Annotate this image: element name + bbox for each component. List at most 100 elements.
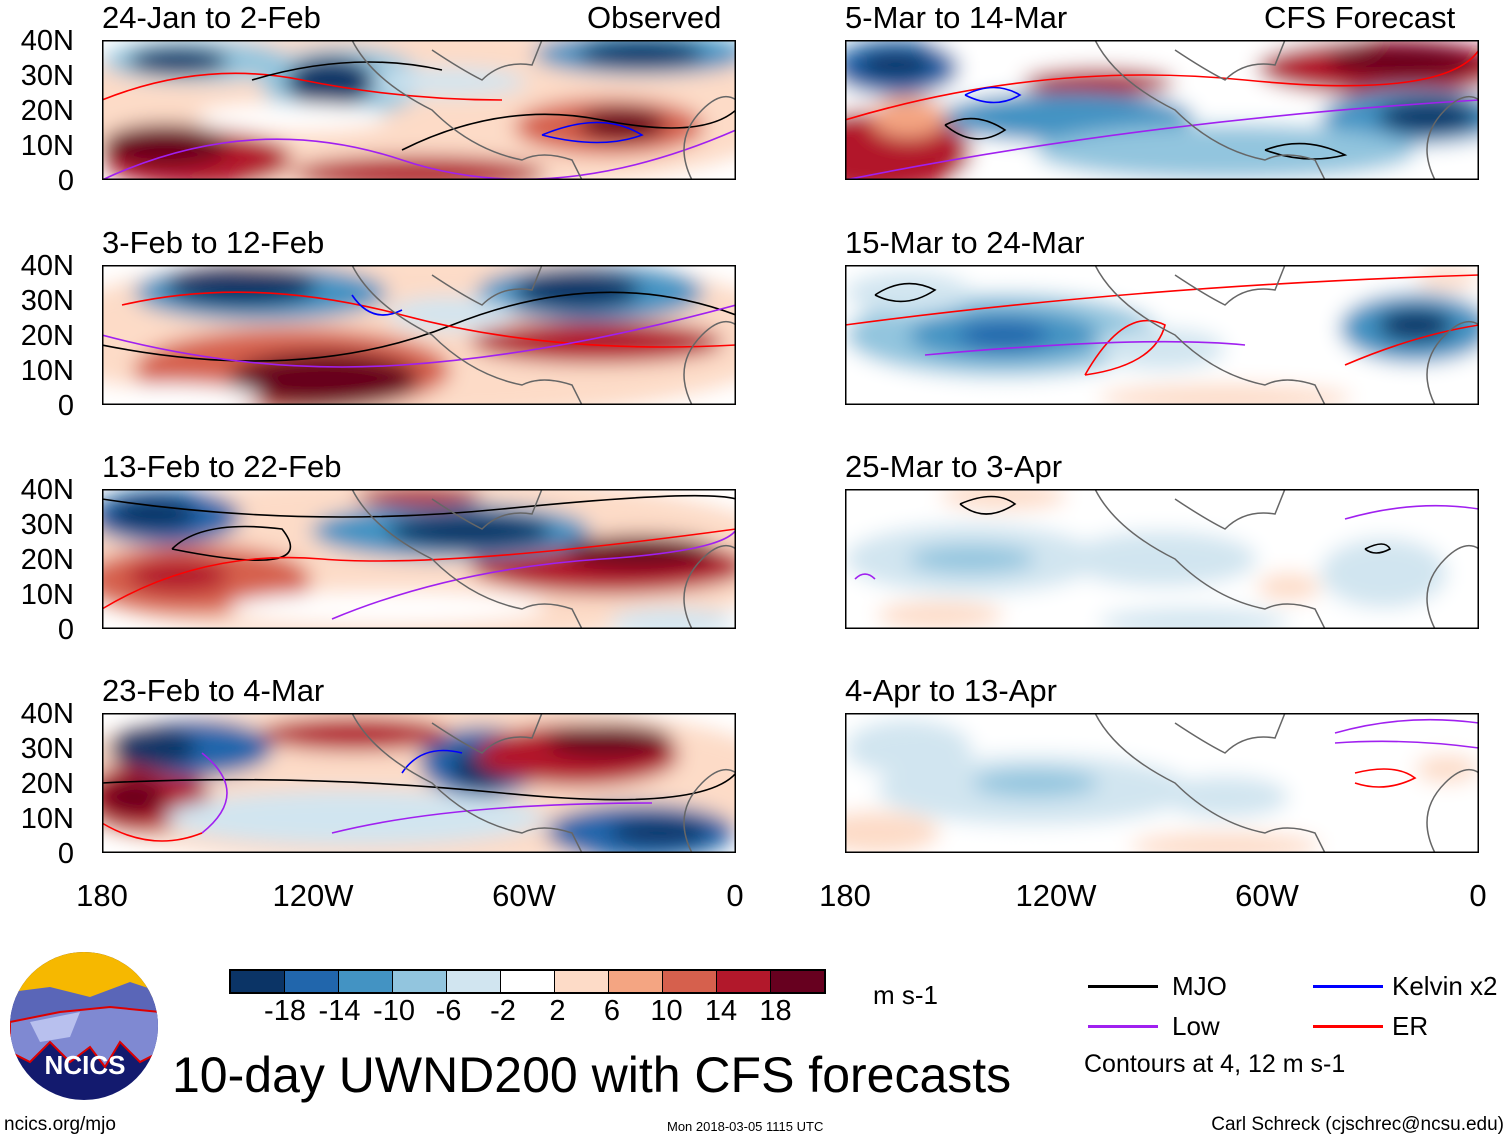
anomaly-map-panel	[845, 489, 1479, 629]
contour-line	[1344, 324, 1479, 366]
y-axis-label: 10N	[20, 579, 74, 611]
anomaly-region	[1035, 124, 1416, 180]
anomaly-region	[845, 811, 941, 853]
anomaly-region	[102, 384, 261, 405]
coastline	[1094, 713, 1479, 853]
anomaly-region	[577, 40, 705, 68]
contour-line	[1084, 319, 1166, 376]
anomaly-region	[1415, 267, 1479, 291]
legend-mjo-line	[1088, 985, 1158, 988]
colorbar-label: -6	[435, 995, 462, 1027]
colorbar-swatch	[555, 971, 609, 992]
coastline	[1094, 40, 1479, 180]
anomaly-region	[387, 512, 553, 550]
colorbar-swatch	[501, 971, 555, 992]
anomaly-region	[876, 601, 1004, 629]
contour-line	[102, 304, 736, 368]
anomaly-region	[857, 51, 934, 80]
legend-low: Low	[1172, 1011, 1220, 1041]
anomaly-region	[845, 272, 972, 314]
svg-text:NCICS: NCICS	[45, 1050, 126, 1080]
anomaly-region	[292, 156, 546, 180]
contour-line	[102, 528, 736, 610]
panel-title: 23-Feb to 4-Mar	[102, 673, 325, 708]
x-axis-label: 60W	[1235, 878, 1299, 913]
contour-line	[1354, 768, 1417, 788]
colorbar-swatch	[231, 971, 285, 992]
y-axis-label: 40N	[20, 698, 74, 730]
anomaly-region	[1326, 44, 1479, 78]
colorbar-label: 2	[549, 995, 566, 1027]
coastline	[1094, 489, 1479, 629]
anomaly-region	[514, 270, 641, 310]
y-axis-label: 0	[57, 390, 74, 422]
ncics-logo: NCICS	[10, 952, 158, 1100]
colorbar-label: 14	[704, 995, 738, 1027]
contour-line	[102, 772, 736, 801]
anomaly-map-panel	[102, 713, 736, 853]
legend-er: ER	[1392, 1011, 1429, 1041]
x-axis-label: 120W	[272, 878, 354, 913]
anomaly-region	[1130, 832, 1321, 853]
y-axis-label: 0	[57, 165, 74, 197]
anomaly-region	[1022, 68, 1175, 96]
contour-line	[201, 752, 228, 834]
colorbar-label: -18	[264, 995, 306, 1027]
figure-title: 10-day UWND200 with CFS forecasts	[172, 1047, 1012, 1103]
contour-line	[102, 822, 203, 842]
y-axis-label: 30N	[20, 60, 74, 92]
coastline	[351, 489, 736, 629]
anomaly-region	[197, 103, 388, 131]
contour-line	[541, 121, 644, 144]
anomaly-region	[609, 818, 711, 846]
anomaly-map-panel	[845, 713, 1479, 853]
legend-kelvin-line	[1313, 985, 1383, 988]
anomaly-region	[374, 68, 527, 96]
contour-line	[331, 802, 653, 834]
legend-kelvin: Kelvin x2	[1392, 971, 1498, 1001]
contour-line	[401, 109, 736, 151]
contour-line	[964, 86, 1022, 104]
contour-line	[874, 282, 937, 303]
y-axis-label: 30N	[20, 733, 74, 765]
x-axis-label: 180	[76, 878, 128, 913]
coastline	[351, 713, 736, 853]
contour-line	[121, 291, 736, 348]
contour-line	[1334, 718, 1479, 734]
coastline	[351, 40, 736, 180]
panel-title: 3-Feb to 12-Feb	[102, 225, 325, 260]
panel-title: 25-Mar to 3-Apr	[845, 449, 1063, 484]
colorbar-label: -14	[318, 995, 361, 1027]
colorbar-swatch	[339, 971, 393, 992]
anomaly-map-panel	[102, 265, 736, 405]
contour-line	[102, 72, 503, 101]
y-axis-label: 20N	[20, 768, 74, 800]
anomaly-map-panel	[102, 40, 736, 180]
panel-title: 24-Jan to 2-Feb	[102, 0, 321, 35]
legend-er-line	[1313, 1025, 1383, 1028]
y-axis-label: 30N	[20, 285, 74, 317]
colorbar-swatch	[771, 971, 824, 992]
colorbar-label: -2	[490, 995, 516, 1027]
contour-line	[845, 274, 1479, 326]
panel-title: 4-Apr to 13-Apr	[845, 673, 1057, 708]
anomaly-region	[545, 724, 673, 758]
panel-title: 5-Mar to 14-Mar	[845, 0, 1068, 35]
anomaly-map-panel	[102, 489, 736, 629]
coastline	[1094, 265, 1479, 405]
anomaly-region	[940, 489, 1067, 510]
legend-low-line	[1088, 1025, 1158, 1028]
footer-url[interactable]: ncics.org/mjo	[4, 1114, 116, 1135]
forecast-label: CFS Forecast	[1264, 0, 1456, 35]
anomaly-region	[959, 321, 1048, 349]
legend-mjo: MJO	[1172, 971, 1227, 1001]
contour-line	[171, 525, 292, 562]
anomaly-region	[102, 124, 229, 166]
anomaly-region	[1098, 608, 1289, 629]
y-axis-label: 40N	[20, 474, 74, 506]
y-axis-label: 20N	[20, 320, 74, 352]
y-axis-label: 40N	[20, 250, 74, 282]
colorbar-swatch	[447, 971, 501, 992]
contour-line	[924, 340, 1246, 356]
